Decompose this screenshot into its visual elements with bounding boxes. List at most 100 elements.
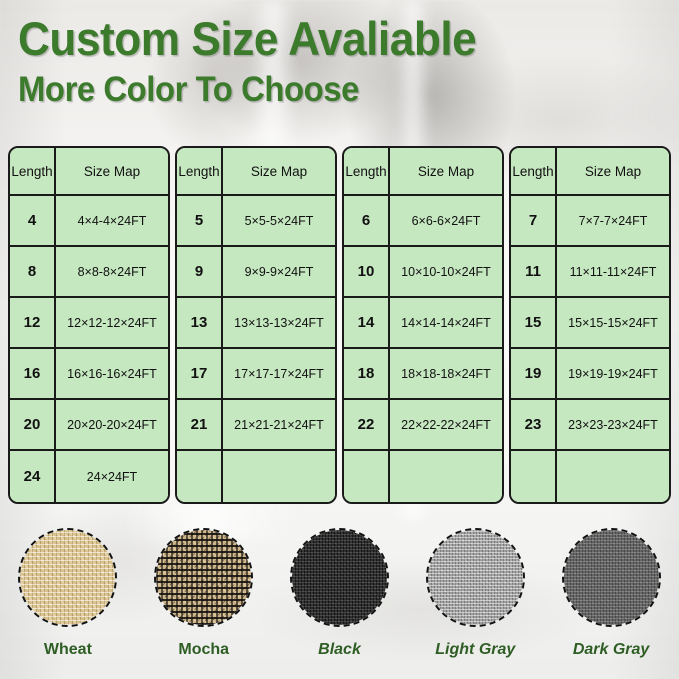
table-row-empty bbox=[344, 451, 502, 502]
swatch-circle bbox=[18, 528, 118, 627]
swatch-circle bbox=[425, 528, 525, 627]
cell-size-map: 16×16-16×24FT bbox=[56, 349, 168, 398]
cell-length: 5 bbox=[177, 196, 223, 245]
cell-length: 9 bbox=[177, 247, 223, 296]
cell-size-map: 11×11-11×24FT bbox=[557, 247, 669, 296]
column-header-length: Length bbox=[10, 148, 56, 194]
table-row: 19 19×19-19×24FT bbox=[511, 349, 669, 400]
cell-length: 22 bbox=[344, 400, 390, 449]
color-swatch-dark-gray[interactable]: Dark Gray bbox=[543, 520, 679, 679]
cell-size-map: 7×7-7×24FT bbox=[557, 196, 669, 245]
cell-size-map bbox=[223, 451, 335, 502]
size-table-4: Length Size Map 7 7×7-7×24FT 11 11×11-11… bbox=[509, 146, 671, 504]
table-row: 18 18×18-18×24FT bbox=[344, 349, 502, 400]
size-table-3: Length Size Map 6 6×6-6×24FT 10 10×10-10… bbox=[342, 146, 504, 504]
swatch-circle bbox=[289, 528, 389, 627]
color-swatch-wheat[interactable]: Wheat bbox=[0, 520, 136, 679]
cell-size-map: 4×4-4×24FT bbox=[56, 196, 168, 245]
table-row: 12 12×12-12×24FT bbox=[10, 298, 168, 349]
cell-size-map: 22×22-22×24FT bbox=[390, 400, 502, 449]
table-row: 16 16×16-16×24FT bbox=[10, 349, 168, 400]
cell-size-map: 15×15-15×24FT bbox=[557, 298, 669, 347]
table-row: 22 22×22-22×24FT bbox=[344, 400, 502, 451]
column-header-length: Length bbox=[177, 148, 223, 194]
cell-size-map: 5×5-5×24FT bbox=[223, 196, 335, 245]
cell-length: 7 bbox=[511, 196, 557, 245]
column-header-size-map: Size Map bbox=[390, 148, 502, 194]
cell-size-map: 18×18-18×24FT bbox=[390, 349, 502, 398]
table-header-row: Length Size Map bbox=[511, 148, 669, 196]
color-swatch-mocha[interactable]: Mocha bbox=[136, 520, 272, 679]
column-header-length: Length bbox=[511, 148, 557, 194]
table-row: 23 23×23-23×24FT bbox=[511, 400, 669, 451]
swatch-label: Black bbox=[318, 641, 361, 658]
table-row-empty bbox=[177, 451, 335, 502]
table-row: 13 13×13-13×24FT bbox=[177, 298, 335, 349]
cell-size-map: 20×20-20×24FT bbox=[56, 400, 168, 449]
table-row: 8 8×8-8×24FT bbox=[10, 247, 168, 298]
cell-size-map bbox=[390, 451, 502, 502]
cell-length: 14 bbox=[344, 298, 390, 347]
column-header-size-map: Size Map bbox=[56, 148, 168, 194]
table-row: 21 21×21-21×24FT bbox=[177, 400, 335, 451]
cell-length bbox=[344, 451, 390, 502]
cell-length: 19 bbox=[511, 349, 557, 398]
table-header-row: Length Size Map bbox=[344, 148, 502, 196]
table-row: 7 7×7-7×24FT bbox=[511, 196, 669, 247]
table-header-row: Length Size Map bbox=[10, 148, 168, 196]
cell-length: 4 bbox=[10, 196, 56, 245]
cell-length bbox=[177, 451, 223, 502]
cell-length: 20 bbox=[10, 400, 56, 449]
cell-length: 10 bbox=[344, 247, 390, 296]
cell-size-map: 13×13-13×24FT bbox=[223, 298, 335, 347]
swatch-circle bbox=[561, 528, 661, 627]
table-row: 14 14×14-14×24FT bbox=[344, 298, 502, 349]
heading-secondary: More Color To Choose bbox=[18, 69, 359, 109]
column-header-size-map: Size Map bbox=[223, 148, 335, 194]
table-row: 9 9×9-9×24FT bbox=[177, 247, 335, 298]
table-row: 11 11×11-11×24FT bbox=[511, 247, 669, 298]
color-swatch-black[interactable]: Black bbox=[272, 520, 408, 679]
cell-length: 15 bbox=[511, 298, 557, 347]
cell-length: 21 bbox=[177, 400, 223, 449]
column-header-length: Length bbox=[344, 148, 390, 194]
fabric-texture bbox=[563, 530, 659, 625]
cell-size-map bbox=[557, 451, 669, 502]
cell-size-map: 19×19-19×24FT bbox=[557, 349, 669, 398]
cell-length: 24 bbox=[10, 451, 56, 502]
cell-length: 23 bbox=[511, 400, 557, 449]
swatch-label: Mocha bbox=[178, 641, 230, 658]
cell-size-map: 21×21-21×24FT bbox=[223, 400, 335, 449]
fabric-texture bbox=[291, 530, 387, 625]
cell-length: 6 bbox=[344, 196, 390, 245]
fabric-texture bbox=[427, 530, 523, 625]
table-header-row: Length Size Map bbox=[177, 148, 335, 196]
table-row: 20 20×20-20×24FT bbox=[10, 400, 168, 451]
cell-length bbox=[511, 451, 557, 502]
cell-size-map: 12×12-12×24FT bbox=[56, 298, 168, 347]
cell-length: 18 bbox=[344, 349, 390, 398]
table-row: 24 24×24FT bbox=[10, 451, 168, 502]
fabric-texture bbox=[20, 530, 116, 625]
swatch-label: Dark Gray bbox=[572, 641, 650, 658]
table-row-empty bbox=[511, 451, 669, 502]
table-row: 17 17×17-17×24FT bbox=[177, 349, 335, 400]
column-header-size-map: Size Map bbox=[557, 148, 669, 194]
cell-length: 12 bbox=[10, 298, 56, 347]
table-row: 15 15×15-15×24FT bbox=[511, 298, 669, 349]
table-row: 4 4×4-4×24FT bbox=[10, 196, 168, 247]
cell-length: 13 bbox=[177, 298, 223, 347]
color-swatch-light-gray[interactable]: Light Gray bbox=[407, 520, 543, 679]
cell-size-map: 14×14-14×24FT bbox=[390, 298, 502, 347]
swatch-label: Wheat bbox=[43, 641, 92, 658]
table-row: 5 5×5-5×24FT bbox=[177, 196, 335, 247]
size-table-1: Length Size Map 4 4×4-4×24FT 8 8×8-8×24F… bbox=[8, 146, 170, 504]
cell-length: 11 bbox=[511, 247, 557, 296]
color-swatch-row: Wheat Mocha Black Light Gray Dark Gray bbox=[0, 520, 679, 679]
fabric-texture bbox=[156, 530, 252, 625]
cell-size-map: 8×8-8×24FT bbox=[56, 247, 168, 296]
cell-size-map: 6×6-6×24FT bbox=[390, 196, 502, 245]
cell-length: 8 bbox=[10, 247, 56, 296]
cell-size-map: 23×23-23×24FT bbox=[557, 400, 669, 449]
heading-primary: Custom Size Avaliable bbox=[18, 12, 477, 65]
